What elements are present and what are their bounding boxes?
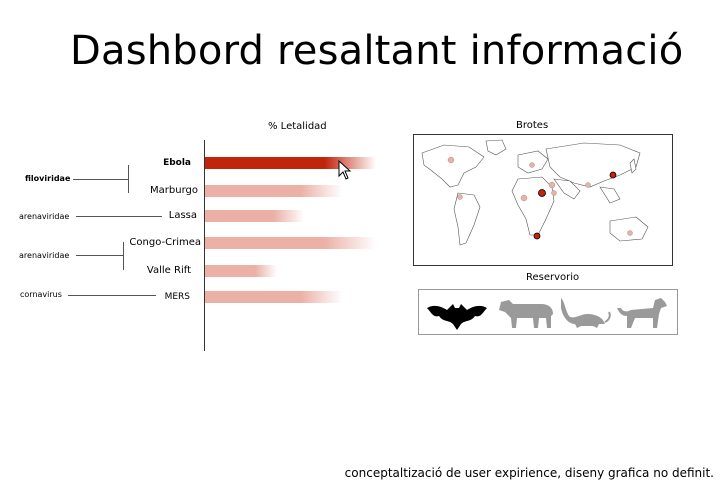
family-label-arenaviridae: arenaviridae: [19, 251, 70, 260]
reservoir-title: Reservorio: [526, 272, 580, 283]
virus-label-congo-crimea[interactable]: Congo-Crimea: [129, 237, 201, 248]
family-connector: [76, 216, 162, 217]
virus-label-marburgo[interactable]: Marburgo: [150, 185, 198, 196]
bar-congo-crimea[interactable]: [205, 237, 376, 249]
page-title: Dashbord resaltant informació: [70, 28, 684, 74]
family-label-arenaviridae: arenaviridae: [19, 212, 70, 221]
bar-ebola[interactable]: [205, 157, 376, 169]
virus-label-lassa[interactable]: Lassa: [168, 210, 197, 221]
outbreak-markers: [447, 156, 633, 240]
world-map-icon: [421, 139, 649, 246]
family-label-cornavirus: cornavirus: [20, 290, 62, 299]
cow-icon[interactable]: [495, 294, 559, 330]
family-bracket: [123, 242, 124, 270]
family-connector: [76, 255, 123, 256]
dog-icon[interactable]: [609, 294, 673, 330]
virus-label-valle-rift[interactable]: Valle Rift: [146, 265, 191, 276]
reservoir-panel: [418, 289, 678, 335]
family-connector: [68, 295, 156, 296]
rat-icon[interactable]: [555, 294, 619, 330]
virus-label-ebola[interactable]: Ebola: [163, 158, 191, 168]
family-connector: [73, 179, 128, 180]
bar-mers[interactable]: [205, 291, 342, 303]
bar-marburgo[interactable]: [205, 185, 342, 197]
bar-valle-rift[interactable]: [205, 265, 277, 277]
chart-axis: [204, 140, 205, 351]
family-label-filoviridae: filoviridae: [25, 174, 71, 183]
bar-lassa[interactable]: [205, 210, 304, 222]
family-bracket: [128, 165, 129, 193]
mouse-cursor-icon: [338, 160, 352, 180]
virus-label-mers[interactable]: MERS: [164, 292, 190, 302]
outbreak-map[interactable]: [413, 134, 673, 266]
chart-title: % Letalidad: [268, 121, 327, 132]
map-title: Brotes: [516, 120, 549, 131]
bat-icon[interactable]: [425, 294, 489, 330]
footer-note: conceptaltizació de user expirience, dis…: [344, 466, 714, 480]
